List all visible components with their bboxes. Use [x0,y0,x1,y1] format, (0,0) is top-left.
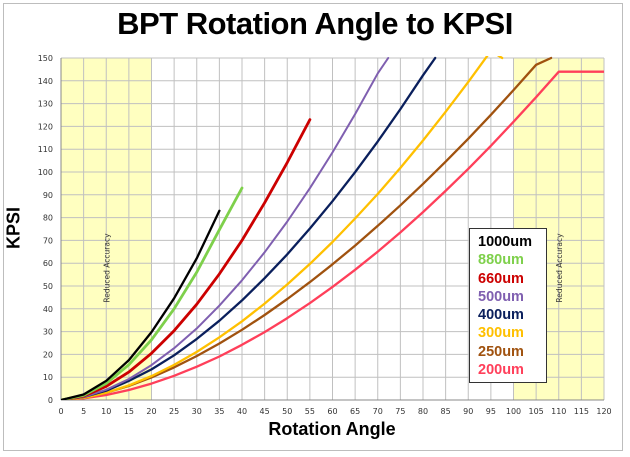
x-tick-label: 0 [58,407,63,416]
x-tick-label: 10 [101,407,111,416]
y-axis-label: KPSI [3,206,24,250]
series-line-500um [61,57,390,400]
x-tick-label: 45 [260,407,270,416]
y-tick-label: 130 [38,100,53,109]
x-tick-label: 80 [418,407,428,416]
y-tick-label: 80 [43,214,53,223]
x-tick-label: 85 [441,407,451,416]
x-tick-label: 20 [146,407,156,416]
y-tick-label: 50 [43,282,53,291]
y-tick-label: 70 [43,236,53,245]
y-tick-label: 60 [43,259,53,268]
x-tick-label: 90 [463,407,473,416]
y-tick-label: 150 [38,54,53,63]
legend: 1000um 880um 660um 500um 400um 300um 250um 200u… [469,228,547,383]
series-line-200um [61,70,604,400]
x-tick-label: 105 [528,407,543,416]
legend-item-500um: 500um [478,288,524,305]
x-tick-label: 65 [350,407,360,416]
legend-item-660um: 660um [478,270,524,287]
x-tick-label: 25 [169,407,179,416]
x-tick-label: 40 [237,407,247,416]
x-tick-label: 15 [124,407,134,416]
legend-item-400um: 400um [478,307,524,324]
x-tick-label: 100 [506,407,521,416]
x-tick-label: 75 [395,407,405,416]
x-tick-label: 120 [596,407,611,416]
y-tick-label: 20 [43,350,53,359]
y-tick-label: 100 [38,168,53,177]
x-tick-label: 35 [214,407,224,416]
reduced-accuracy-label: Reduced Accuracy [102,233,111,303]
x-tick-label: 115 [574,407,589,416]
x-tick-label: 70 [373,407,383,416]
y-tick-label: 120 [38,122,53,131]
y-tick-label: 10 [43,373,53,382]
series-line-400um [61,56,437,400]
x-tick-label: 55 [305,407,315,416]
x-tick-label: 60 [327,407,337,416]
y-tick-label: 110 [38,145,53,154]
legend-item-250um: 250um [478,343,524,360]
series-line-880um [61,186,244,400]
x-axis-label: Rotation Angle [268,419,396,439]
y-tick-label: 30 [43,328,53,337]
chart-title: BPT Rotation Angle to KPSI [117,6,513,41]
series-line-1000um [61,209,221,400]
reduced-accuracy-label: Reduced Accuracy [555,233,564,303]
y-tick-label: 140 [38,77,53,86]
y-tick-label: 0 [48,396,53,405]
x-tick-label: 110 [551,407,566,416]
legend-item-880um: 880um [478,252,524,269]
y-tick-label: 40 [43,305,53,314]
series-line-300um [61,56,504,400]
legend-item-1000um: 1000um [478,234,533,250]
x-tick-label: 95 [486,407,496,416]
x-tick-label: 5 [81,407,86,416]
x-tick-label: 50 [282,407,292,416]
legend-item-300um: 300um [478,325,524,342]
legend-item-200um: 200um [478,362,524,379]
x-tick-label: 30 [192,407,202,416]
y-tick-label: 90 [43,191,53,200]
series-line-660um [61,118,312,400]
